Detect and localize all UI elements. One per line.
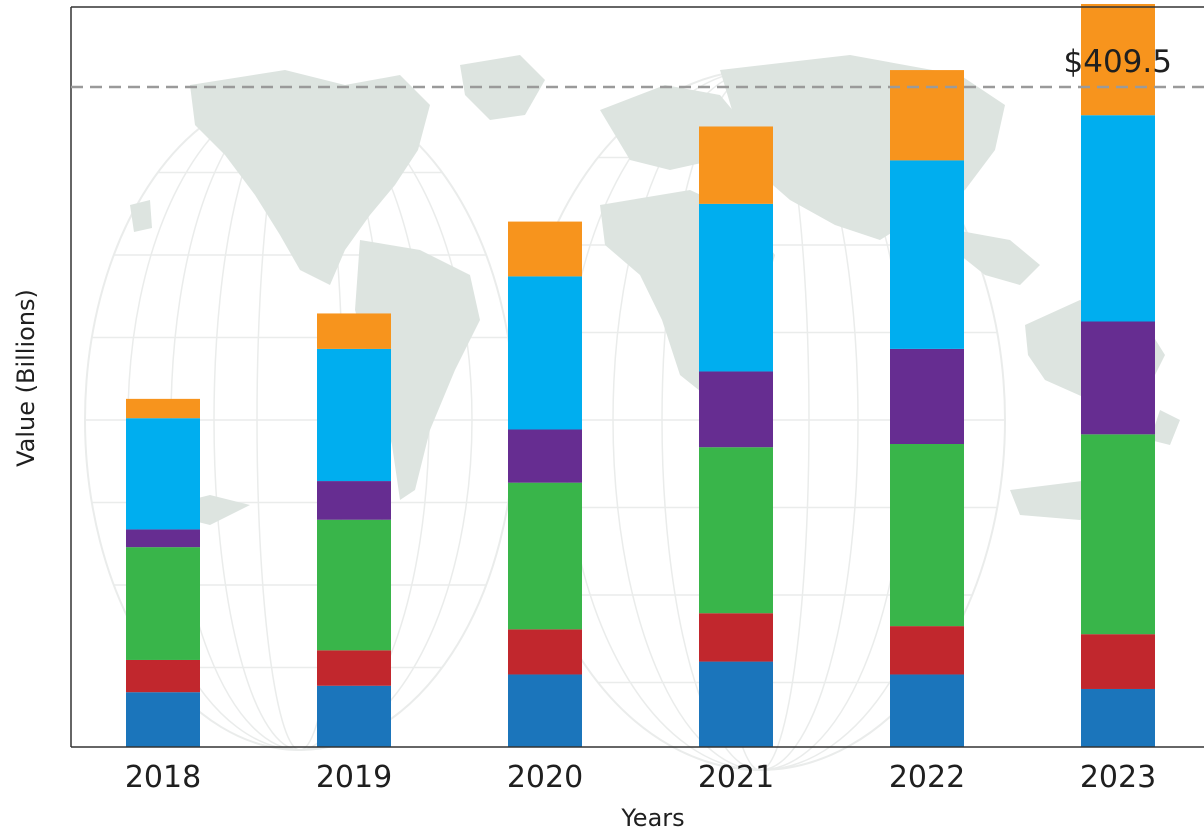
bar-segment-1 — [508, 674, 582, 747]
bar-stack-2021 — [699, 126, 773, 747]
bar-segment-4 — [317, 481, 391, 520]
bar-segment-5 — [890, 160, 964, 349]
map-landmasses — [130, 55, 1180, 525]
bar-segment-6 — [1081, 3, 1155, 116]
labels: 2018 2019 2020 2021 2022 2023 Years Value (Bill… — [12, 289, 1156, 832]
bar-segment-5 — [699, 203, 773, 372]
bar-segment-6 — [699, 126, 773, 204]
x-tick-label: 2018 — [125, 760, 201, 795]
bar-segment-4 — [126, 529, 200, 548]
bar-stack-2020 — [508, 221, 582, 747]
axes — [70, 6, 1204, 748]
bar-segment-3 — [1081, 434, 1155, 635]
map-land-island — [130, 200, 152, 232]
bar-segment-6 — [317, 313, 391, 349]
bar-stack-2019 — [317, 313, 391, 747]
x-axis-title: Years — [620, 804, 684, 832]
bar-segment-3 — [126, 547, 200, 660]
bar-segment-6 — [890, 70, 964, 161]
x-tick-label: 2020 — [507, 760, 583, 795]
bar-segment-5 — [317, 348, 391, 482]
bar-stack-2023 — [1081, 3, 1155, 747]
bar-segment-6 — [126, 398, 200, 419]
bar-segment-2 — [1081, 634, 1155, 689]
x-tick-label: 2021 — [698, 760, 774, 795]
map-land-southeast-asia — [955, 230, 1040, 285]
bar-segment-5 — [126, 418, 200, 530]
bar-segment-4 — [508, 429, 582, 483]
world-map-background — [84, 55, 1180, 771]
x-tick-label: 2022 — [889, 760, 965, 795]
bar-segment-3 — [508, 482, 582, 630]
bar-segment-1 — [317, 685, 391, 747]
map-land-greenland — [460, 55, 545, 120]
bar-segment-2 — [317, 650, 391, 686]
bar-segment-1 — [699, 661, 773, 747]
bar-segment-4 — [890, 348, 964, 444]
reference-line-label: $409.5 — [1064, 44, 1172, 80]
bar-segment-2 — [699, 613, 773, 662]
bar-segment-2 — [508, 629, 582, 675]
map-land-north-america — [190, 70, 430, 285]
bar-segment-1 — [890, 674, 964, 747]
bar-stack-2022 — [890, 70, 964, 747]
bar-segment-1 — [126, 692, 200, 747]
bar-segment-3 — [890, 443, 964, 627]
bar-stack-2018 — [126, 398, 200, 747]
bars — [126, 3, 1155, 747]
reference-line-group: $409.5 — [71, 44, 1204, 89]
bar-segment-2 — [126, 659, 200, 693]
bar-segment-4 — [1081, 321, 1155, 435]
bar-segment-1 — [1081, 688, 1155, 747]
bar-segment-4 — [699, 371, 773, 448]
bar-segment-5 — [1081, 115, 1155, 322]
y-axis-title: Value (Billions) — [12, 289, 40, 467]
map-land-south-america — [355, 240, 480, 500]
x-tick-label: 2019 — [316, 760, 392, 795]
bar-segment-3 — [699, 447, 773, 614]
map-land-new-zealand — [1150, 410, 1180, 445]
x-tick-label: 2023 — [1080, 760, 1156, 795]
bar-segment-6 — [508, 221, 582, 277]
bar-segment-3 — [317, 519, 391, 651]
bar-segment-5 — [508, 276, 582, 430]
bar-segment-2 — [890, 626, 964, 675]
